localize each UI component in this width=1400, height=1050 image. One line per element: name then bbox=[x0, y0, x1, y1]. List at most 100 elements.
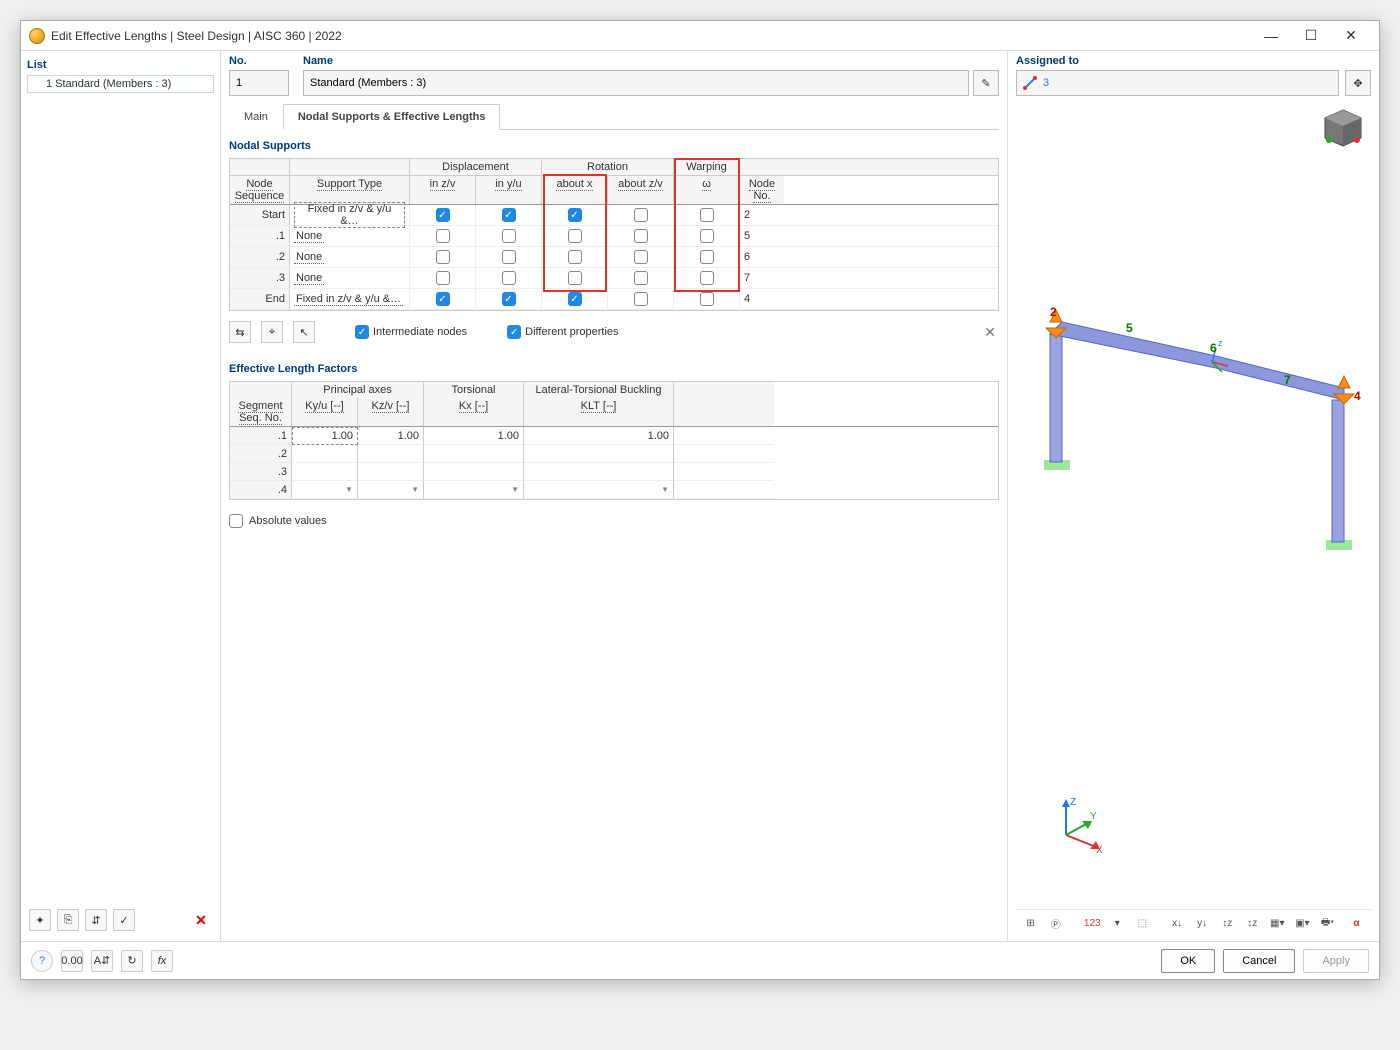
help-button[interactable]: ? bbox=[31, 950, 53, 972]
check-button[interactable]: ✓ bbox=[113, 909, 135, 931]
table-row[interactable]: .2None6 bbox=[230, 247, 998, 268]
close-window-button[interactable]: ✕ bbox=[1331, 22, 1371, 50]
ok-button[interactable]: OK bbox=[1161, 949, 1215, 973]
vt-btn-5[interactable]: ▦▾ bbox=[1267, 913, 1288, 935]
col-zv: in z/v bbox=[430, 178, 456, 191]
svg-text:X: X bbox=[1096, 845, 1103, 855]
col-kx: Kx [--] bbox=[459, 400, 488, 413]
dialog-window: Edit Effective Lengths | Steel Design | … bbox=[20, 20, 1380, 980]
checkbox[interactable] bbox=[700, 271, 714, 285]
vt-btn-1[interactable]: ⊞ bbox=[1020, 913, 1041, 935]
close-section-button[interactable]: ✕ bbox=[981, 323, 999, 341]
col-warping: Warping bbox=[674, 159, 740, 175]
tool-btn-1[interactable]: ⇆ bbox=[229, 321, 251, 343]
vt-btn-xview[interactable]: x↓ bbox=[1167, 913, 1188, 935]
col-node-no: Node No. bbox=[749, 178, 775, 203]
minimize-button[interactable]: ― bbox=[1251, 22, 1291, 50]
svg-text:Y: Y bbox=[1090, 811, 1097, 822]
tab-nodal-supports[interactable]: Nodal Supports & Effective Lengths bbox=[283, 104, 501, 130]
nodal-supports-table: Displacement Rotation Warping Node Seque… bbox=[229, 158, 999, 311]
checkbox[interactable] bbox=[634, 250, 648, 264]
vt-btn-7[interactable]: 🖶▾ bbox=[1317, 913, 1338, 935]
new-item-button[interactable]: ✦ bbox=[29, 909, 51, 931]
vt-btn-iso[interactable]: ↕z bbox=[1242, 913, 1263, 935]
table-row[interactable]: .11.001.001.001.00 bbox=[230, 427, 998, 445]
col-rotation: Rotation bbox=[542, 159, 674, 175]
col-ax: about x bbox=[556, 178, 592, 191]
list-tree[interactable]: 1 Standard (Members : 3) bbox=[27, 75, 214, 903]
checkbox[interactable] bbox=[502, 250, 516, 264]
checkbox[interactable] bbox=[502, 229, 516, 243]
name-input[interactable] bbox=[303, 70, 969, 96]
no-label: No. bbox=[229, 55, 289, 67]
vt-btn-2[interactable]: Ⓟ bbox=[1045, 913, 1066, 935]
cancel-button[interactable]: Cancel bbox=[1223, 949, 1295, 973]
checkbox[interactable] bbox=[634, 208, 648, 222]
list-item[interactable]: 1 Standard (Members : 3) bbox=[27, 75, 214, 93]
checkbox[interactable] bbox=[634, 229, 648, 243]
checkbox[interactable] bbox=[568, 229, 582, 243]
member-icon bbox=[1023, 76, 1037, 90]
table-row[interactable]: StartFixed in z/v & y/u &…✓✓✓2 bbox=[230, 205, 998, 226]
tool-btn-2[interactable]: ⌖ bbox=[261, 321, 283, 343]
units-button[interactable]: 0.00 bbox=[61, 950, 83, 972]
vt-btn-zview[interactable]: ↕z bbox=[1217, 913, 1238, 935]
absolute-values-checkbox[interactable]: Absolute values bbox=[229, 514, 999, 528]
vt-btn-yview[interactable]: y↓ bbox=[1192, 913, 1213, 935]
checkbox[interactable] bbox=[568, 250, 582, 264]
copy-item-button[interactable]: ⎘ bbox=[57, 909, 79, 931]
fx-button[interactable]: fx bbox=[151, 950, 173, 972]
apply-button[interactable]: Apply bbox=[1303, 949, 1369, 973]
no-input[interactable] bbox=[229, 70, 289, 96]
checkbox[interactable] bbox=[436, 250, 450, 264]
refresh-button[interactable]: ↻ bbox=[121, 950, 143, 972]
table-row[interactable]: EndFixed in z/v & y/u &…✓✓✓4 bbox=[230, 289, 998, 310]
app-icon bbox=[29, 28, 45, 44]
col-principal: Principal axes bbox=[292, 382, 424, 398]
checkbox[interactable] bbox=[436, 229, 450, 243]
checkbox[interactable]: ✓ bbox=[568, 292, 582, 306]
different-properties-checkbox[interactable]: ✓Different properties bbox=[507, 325, 618, 339]
col-omega: ω bbox=[702, 178, 711, 191]
font-button[interactable]: A⇵ bbox=[91, 950, 113, 972]
checkbox[interactable] bbox=[700, 292, 714, 306]
checkbox[interactable]: ✓ bbox=[502, 292, 516, 306]
model-viewport[interactable]: z 2 5 6 7 4 bbox=[1016, 100, 1371, 909]
edit-name-button[interactable]: ✎ bbox=[973, 70, 999, 96]
table-row[interactable]: .1None5 bbox=[230, 226, 998, 247]
delete-button[interactable]: ✕ bbox=[190, 909, 212, 931]
intermediate-nodes-checkbox[interactable]: ✓Intermediate nodes bbox=[355, 325, 467, 339]
assigned-input[interactable]: 3 bbox=[1016, 70, 1339, 96]
nav-cube[interactable] bbox=[1321, 106, 1365, 150]
maximize-button[interactable]: ☐ bbox=[1291, 22, 1331, 50]
checkbox[interactable]: ✓ bbox=[568, 208, 582, 222]
nodal-supports-title: Nodal Supports bbox=[229, 140, 999, 152]
vt-btn-alpha[interactable]: α bbox=[1346, 913, 1367, 935]
table-row[interactable]: .4▼▼▼▼ bbox=[230, 481, 998, 499]
vt-btn-4[interactable]: ⬚ bbox=[1132, 913, 1153, 935]
vt-btn-6[interactable]: ▣▾ bbox=[1292, 913, 1313, 935]
table-row[interactable]: .2 bbox=[230, 445, 998, 463]
table-row[interactable]: .3None7 bbox=[230, 268, 998, 289]
pick-members-button[interactable]: ✥ bbox=[1345, 70, 1371, 96]
checkbox[interactable] bbox=[634, 271, 648, 285]
checkbox[interactable] bbox=[634, 292, 648, 306]
checkbox[interactable] bbox=[568, 271, 582, 285]
checkbox[interactable] bbox=[700, 250, 714, 264]
checkbox[interactable] bbox=[436, 271, 450, 285]
col-displacement: Displacement bbox=[410, 159, 542, 175]
table-row[interactable]: .3 bbox=[230, 463, 998, 481]
tab-main[interactable]: Main bbox=[229, 104, 283, 130]
checkbox[interactable]: ✓ bbox=[436, 208, 450, 222]
checkbox[interactable] bbox=[502, 271, 516, 285]
checkbox[interactable] bbox=[700, 229, 714, 243]
titlebar: Edit Effective Lengths | Steel Design | … bbox=[21, 21, 1379, 51]
svg-text:Z: Z bbox=[1070, 797, 1076, 808]
vt-btn-3[interactable]: 123 bbox=[1082, 913, 1103, 935]
tool-btn-3[interactable]: ↖ bbox=[293, 321, 315, 343]
checkbox[interactable] bbox=[700, 208, 714, 222]
checkbox[interactable]: ✓ bbox=[502, 208, 516, 222]
vt-btn-3d[interactable]: ▾ bbox=[1107, 913, 1128, 935]
checkbox[interactable]: ✓ bbox=[436, 292, 450, 306]
sort-button[interactable]: ⇵ bbox=[85, 909, 107, 931]
